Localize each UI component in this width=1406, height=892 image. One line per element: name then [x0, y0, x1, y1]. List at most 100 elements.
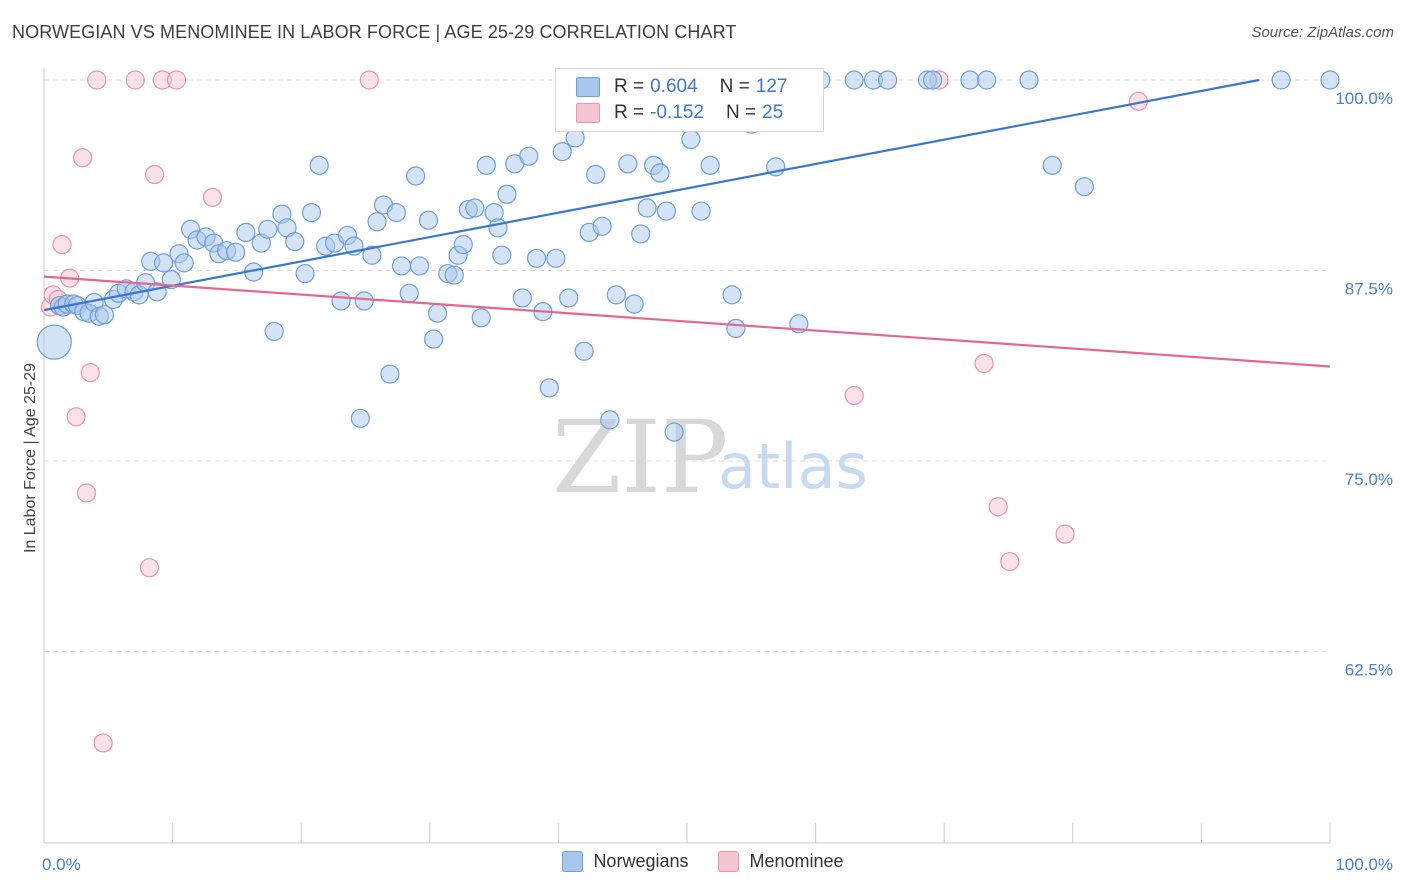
norwegian-point-66 [471, 308, 491, 328]
norwegian-point-0 [36, 324, 72, 360]
norwegian-point-85 [592, 216, 612, 236]
menominee-point-9 [87, 70, 107, 90]
norwegian-point-82 [574, 341, 594, 361]
norwegian-point-86 [600, 410, 620, 430]
norwegian-point-40 [309, 155, 329, 175]
menominee-point-11 [125, 70, 145, 90]
menominee-point-7 [76, 483, 97, 503]
norwegian-point-113 [977, 70, 997, 90]
norwegian-point-97 [681, 129, 701, 150]
norwegian-point-89 [618, 154, 638, 174]
norwegian-point-49 [367, 212, 387, 232]
norwegian-point-37 [285, 231, 305, 252]
r-label: R = [614, 76, 645, 97]
menominee-point-8 [80, 363, 100, 383]
norwegian-trend-line [43, 78, 1260, 312]
menominee-trend-line [43, 275, 1331, 368]
norwegian-point-98 [691, 201, 711, 221]
menominee-point-13 [144, 164, 165, 185]
menominee-point-12 [139, 558, 160, 578]
norwegian-point-107 [844, 70, 864, 90]
norwegian-point-63 [453, 234, 473, 255]
norwegian-point-112 [960, 70, 980, 90]
norwegian-point-74 [519, 146, 539, 166]
norwegian-point-87 [606, 285, 626, 305]
norwegian-point-43 [331, 291, 351, 311]
menominee-points [40, 70, 1148, 753]
norwegian-point-91 [631, 224, 651, 244]
watermark: ZIP atlas [552, 399, 868, 516]
y-tick-label-2: 75.0% [1345, 470, 1393, 489]
norwegian-point-101 [726, 318, 746, 339]
n-label: N = [719, 76, 750, 97]
norwegian-point-61 [444, 265, 464, 285]
norwegian-point-115 [1042, 155, 1062, 175]
norwegian-point-47 [354, 291, 374, 311]
norwegian-point-92 [637, 198, 657, 218]
norwegian-point-30 [236, 222, 256, 242]
norwegian-point-94 [650, 163, 670, 183]
norwegian-point-29 [226, 242, 246, 262]
menominee-point-18 [844, 385, 864, 406]
legend-item-norwegians[interactable]: Norwegians [562, 851, 688, 872]
menominee-swatch [576, 103, 600, 123]
menominee-point-16 [202, 187, 223, 207]
norwegian-point-114 [1019, 70, 1039, 90]
menominee-point-3 [52, 234, 72, 255]
menominee-point-23 [1055, 524, 1075, 544]
norwegian-point-99 [700, 155, 720, 175]
r-label: R = [614, 102, 645, 123]
norwegian-point-54 [399, 283, 419, 303]
norwegian-point-95 [656, 201, 677, 221]
trend-lines [43, 78, 1331, 368]
menominee-point-21 [988, 497, 1008, 517]
norwegian-point-73 [512, 288, 532, 308]
stats-row-norwegians: R = 0.604 N = 127 [576, 75, 787, 99]
norwegian-point-116 [1074, 177, 1094, 197]
norwegian-point-51 [380, 364, 400, 384]
norwegian-point-70 [492, 245, 512, 265]
norwegian-point-100 [722, 285, 742, 305]
menominee-point-20 [974, 353, 994, 374]
norwegian-point-80 [559, 288, 579, 308]
x-tick-label-max: 100.0% [1335, 855, 1393, 874]
n-value: 25 [762, 102, 784, 123]
y-tick-label-1: 87.5% [1345, 280, 1393, 299]
grid-lines [44, 79, 1330, 652]
n-label: N = [725, 102, 757, 123]
norwegian-point-111 [923, 70, 943, 90]
norwegian-point-90 [624, 294, 644, 314]
norwegian-point-38 [295, 263, 315, 284]
norwegian-point-117 [1271, 70, 1291, 90]
norwegian-point-69 [488, 218, 508, 238]
norwegian-point-56 [409, 256, 430, 276]
norwegian-point-19 [153, 253, 174, 273]
stats-box: R = 0.604 N = 127 R = -0.152 N = 25 [555, 68, 824, 132]
norwegian-point-34 [264, 321, 284, 342]
norwegian-point-10 [94, 305, 115, 325]
legend-item-menominee[interactable]: Menominee [718, 851, 844, 872]
n-value: 127 [755, 76, 788, 97]
r-value: 0.604 [650, 76, 698, 97]
norwegian-point-109 [878, 70, 898, 90]
norwegian-point-57 [418, 210, 439, 230]
legend-label-menominee: Menominee [749, 851, 844, 871]
norwegian-point-39 [301, 202, 322, 223]
norwegian-point-84 [586, 164, 606, 185]
legend-swatch-menominee [718, 851, 740, 872]
norwegians-swatch [576, 77, 600, 97]
norwegian-point-71 [497, 184, 517, 204]
menominee-point-5 [66, 407, 86, 427]
norwegian-point-22 [174, 253, 194, 273]
norwegian-point-118 [1320, 70, 1340, 90]
y-tick-label-0: 100.0% [1335, 89, 1393, 108]
menominee-point-17 [359, 70, 379, 90]
menominee-point-15 [166, 70, 187, 90]
norwegian-point-96 [664, 422, 684, 442]
menominee-point-22 [1000, 551, 1020, 572]
norwegian-point-78 [546, 248, 566, 268]
chart-title: NORWEGIAN VS MENOMINEE IN LABOR FORCE | … [12, 22, 737, 42]
menominee-point-6 [72, 148, 93, 168]
norwegian-point-58 [424, 329, 444, 349]
